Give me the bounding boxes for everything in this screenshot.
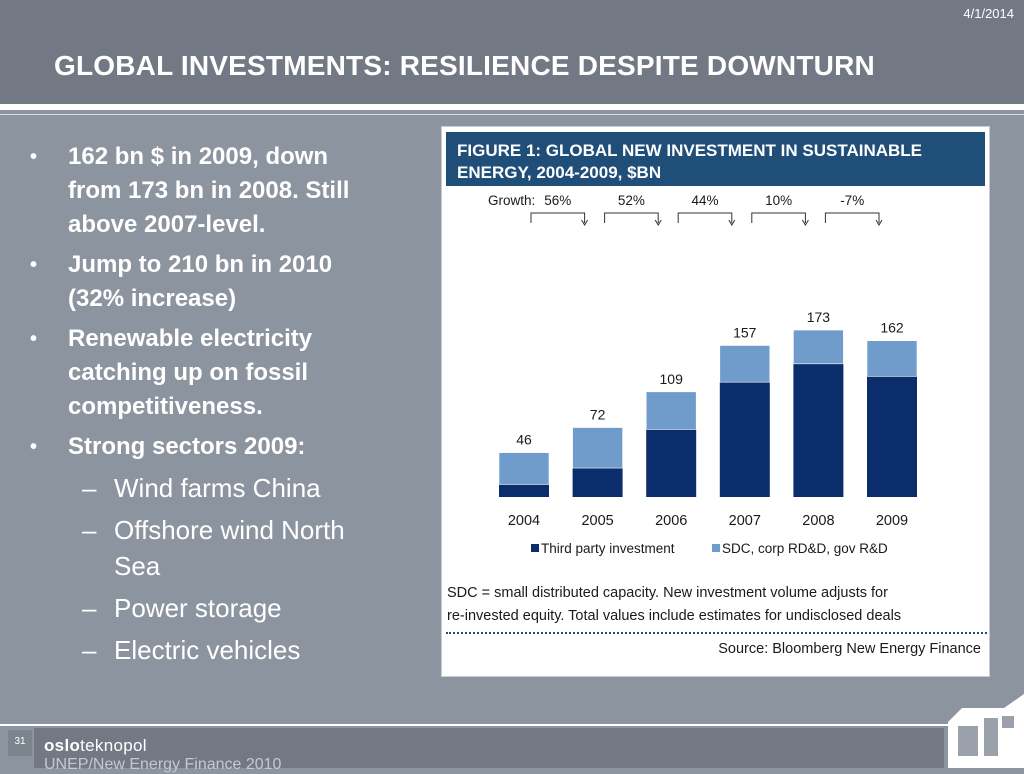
growth-arrowhead: [875, 219, 883, 226]
logo-regular-part: teknopol: [80, 736, 147, 755]
title-divider: [0, 104, 1024, 110]
sub-bullet-marker: –: [82, 515, 97, 545]
bullet-text: Strong sectors 2009:: [68, 433, 306, 460]
sub-bullet-item: – Electric vehicles: [30, 632, 370, 668]
figure-source: Source: Bloomberg New Energy Finance: [718, 641, 981, 657]
bar-third-party: [499, 484, 549, 497]
sub-bullet-text: Power storage: [114, 593, 282, 623]
figure-note-line-2: re-invested equity. Total values include…: [447, 608, 902, 624]
growth-rate-label: 56%: [544, 193, 571, 208]
footer-logo-band: [34, 728, 944, 768]
bullet-text: Jump to 210 bn in 2010 (32% increase): [68, 251, 333, 312]
bullet-item: • Jump to 210 bn in 2010 (32% increase): [30, 248, 370, 316]
legend-swatch-third-party: [531, 544, 539, 552]
bar-sdc-rd: [572, 427, 623, 469]
sub-bullet-item: – Wind farms China: [30, 470, 370, 506]
growth-arrowhead: [581, 219, 589, 226]
bar-third-party: [572, 468, 623, 497]
bar-total-label: 46: [516, 432, 532, 448]
bullet-text: Renewable electricity catching up on fos…: [68, 325, 313, 420]
chart-figure: FIGURE 1: GLOBAL NEW INVESTMENT IN SUSTA…: [441, 126, 990, 677]
figure-note: SDC = small distributed capacity. New in…: [447, 582, 985, 628]
bullet-item: • 162 bn $ in 2009, down from 173 bn in 2…: [30, 140, 370, 242]
growth-arrowhead: [728, 219, 736, 226]
x-tick-label: 2004: [508, 513, 540, 529]
sub-bullet-text: Electric vehicles: [114, 635, 301, 665]
bar-third-party: [867, 376, 917, 497]
bullet-item: • Strong sectors 2009:: [30, 430, 370, 464]
sub-bullet-marker: –: [82, 593, 97, 623]
growth-rate-label: 52%: [618, 193, 645, 208]
slide-title: GLOBAL INVESTMENTS: RESILIENCE DESPITE D…: [54, 50, 875, 81]
bullet-marker: •: [30, 254, 38, 276]
sub-bullet-text: Wind farms China: [114, 473, 321, 503]
footer-divider: [0, 724, 1024, 726]
bar-total-label: 162: [880, 320, 904, 336]
growth-bracket: [530, 212, 586, 223]
legend-label-third-party: Third party investment: [541, 541, 675, 556]
sub-bullet-text: Offshore wind North Sea: [114, 515, 345, 581]
slide-date: 4/1/2014: [963, 6, 1014, 21]
growth-bracket: [824, 212, 880, 223]
growth-rate-label: 10%: [765, 193, 792, 208]
bullet-list: • 162 bn $ in 2009, down from 173 bn in 2…: [30, 140, 370, 674]
bar-sdc-rd: [645, 391, 697, 430]
x-tick-label: 2006: [655, 513, 687, 529]
bar-sdc-rd: [866, 340, 918, 377]
bar-third-party: [793, 363, 844, 497]
corner-logo-block-left: [958, 726, 978, 756]
bar-sdc-rd: [498, 452, 550, 485]
page-number: 31: [14, 736, 26, 747]
bullet-marker: •: [30, 328, 38, 350]
oslo-teknopol-logo: osloteknopol: [44, 736, 147, 756]
corner-logo-icon: [948, 694, 1024, 768]
bullet-text: 162 bn $ in 2009, down from 173 bn in 20…: [68, 143, 350, 238]
x-tick-label: 2008: [802, 513, 834, 529]
stacked-bar-chart: 46 2004 72 2005 109 2006 157 2007 173 2008 162 2009…: [488, 193, 918, 556]
sub-bullet-marker: –: [82, 473, 97, 503]
figure-heading-line-1: FIGURE 1: GLOBAL NEW INVESTMENT IN SUSTA…: [457, 141, 922, 160]
bar-total-label: 157: [733, 324, 757, 340]
bar-total-label: 109: [660, 371, 684, 387]
dotted-divider: [446, 632, 987, 634]
growth-bracket: [604, 212, 659, 223]
x-tick-label: 2005: [581, 513, 613, 529]
bar-sdc-rd: [793, 329, 844, 365]
sub-bullet-item: – Offshore wind North Sea: [30, 512, 370, 584]
growth-rate-label: 44%: [691, 193, 718, 208]
bar-total-label: 72: [590, 407, 606, 423]
bullet-marker: •: [30, 436, 38, 458]
legend-label-sdc-rd: SDC, corp RD&D, gov R&D: [722, 541, 888, 556]
bar-third-party: [719, 382, 770, 497]
x-tick-label: 2009: [876, 513, 908, 529]
bar-third-party: [646, 429, 697, 497]
corner-logo-block-mid: [984, 718, 998, 756]
title-divider-thin: [0, 114, 1024, 115]
x-tick-label: 2007: [729, 513, 761, 529]
bullet-item: • Renewable electricity catching up on fo…: [30, 322, 370, 424]
logo-bold-part: oslo: [44, 736, 81, 755]
title-band: 4/1/2014 GLOBAL INVESTMENTS: RESILIENCE …: [0, 0, 1024, 104]
growth-arrowhead: [654, 219, 662, 226]
growth-arrowhead: [801, 219, 809, 226]
figure-heading-line-2: ENERGY, 2004-2009, $BN: [457, 163, 662, 182]
page-number-box: [8, 730, 32, 756]
figure-note-line-1: SDC = small distributed capacity. New in…: [447, 585, 888, 601]
corner-logo-block-top: [1002, 716, 1014, 728]
bullet-marker: •: [30, 146, 38, 168]
growth-rate-label: -7%: [840, 193, 864, 208]
legend-swatch-sdc-rd: [712, 544, 720, 552]
growth-label: Growth:: [488, 193, 535, 208]
footer-source: UNEP/New Energy Finance 2010: [44, 756, 282, 773]
sub-bullet-marker: –: [82, 635, 97, 665]
growth-bracket: [677, 212, 733, 223]
bar-total-label: 173: [807, 309, 831, 325]
figure-heading: FIGURE 1: GLOBAL NEW INVESTMENT IN SUSTA…: [446, 132, 985, 186]
bar-sdc-rd: [719, 345, 771, 383]
growth-bracket: [751, 212, 806, 223]
sub-bullet-item: – Power storage: [30, 590, 370, 626]
